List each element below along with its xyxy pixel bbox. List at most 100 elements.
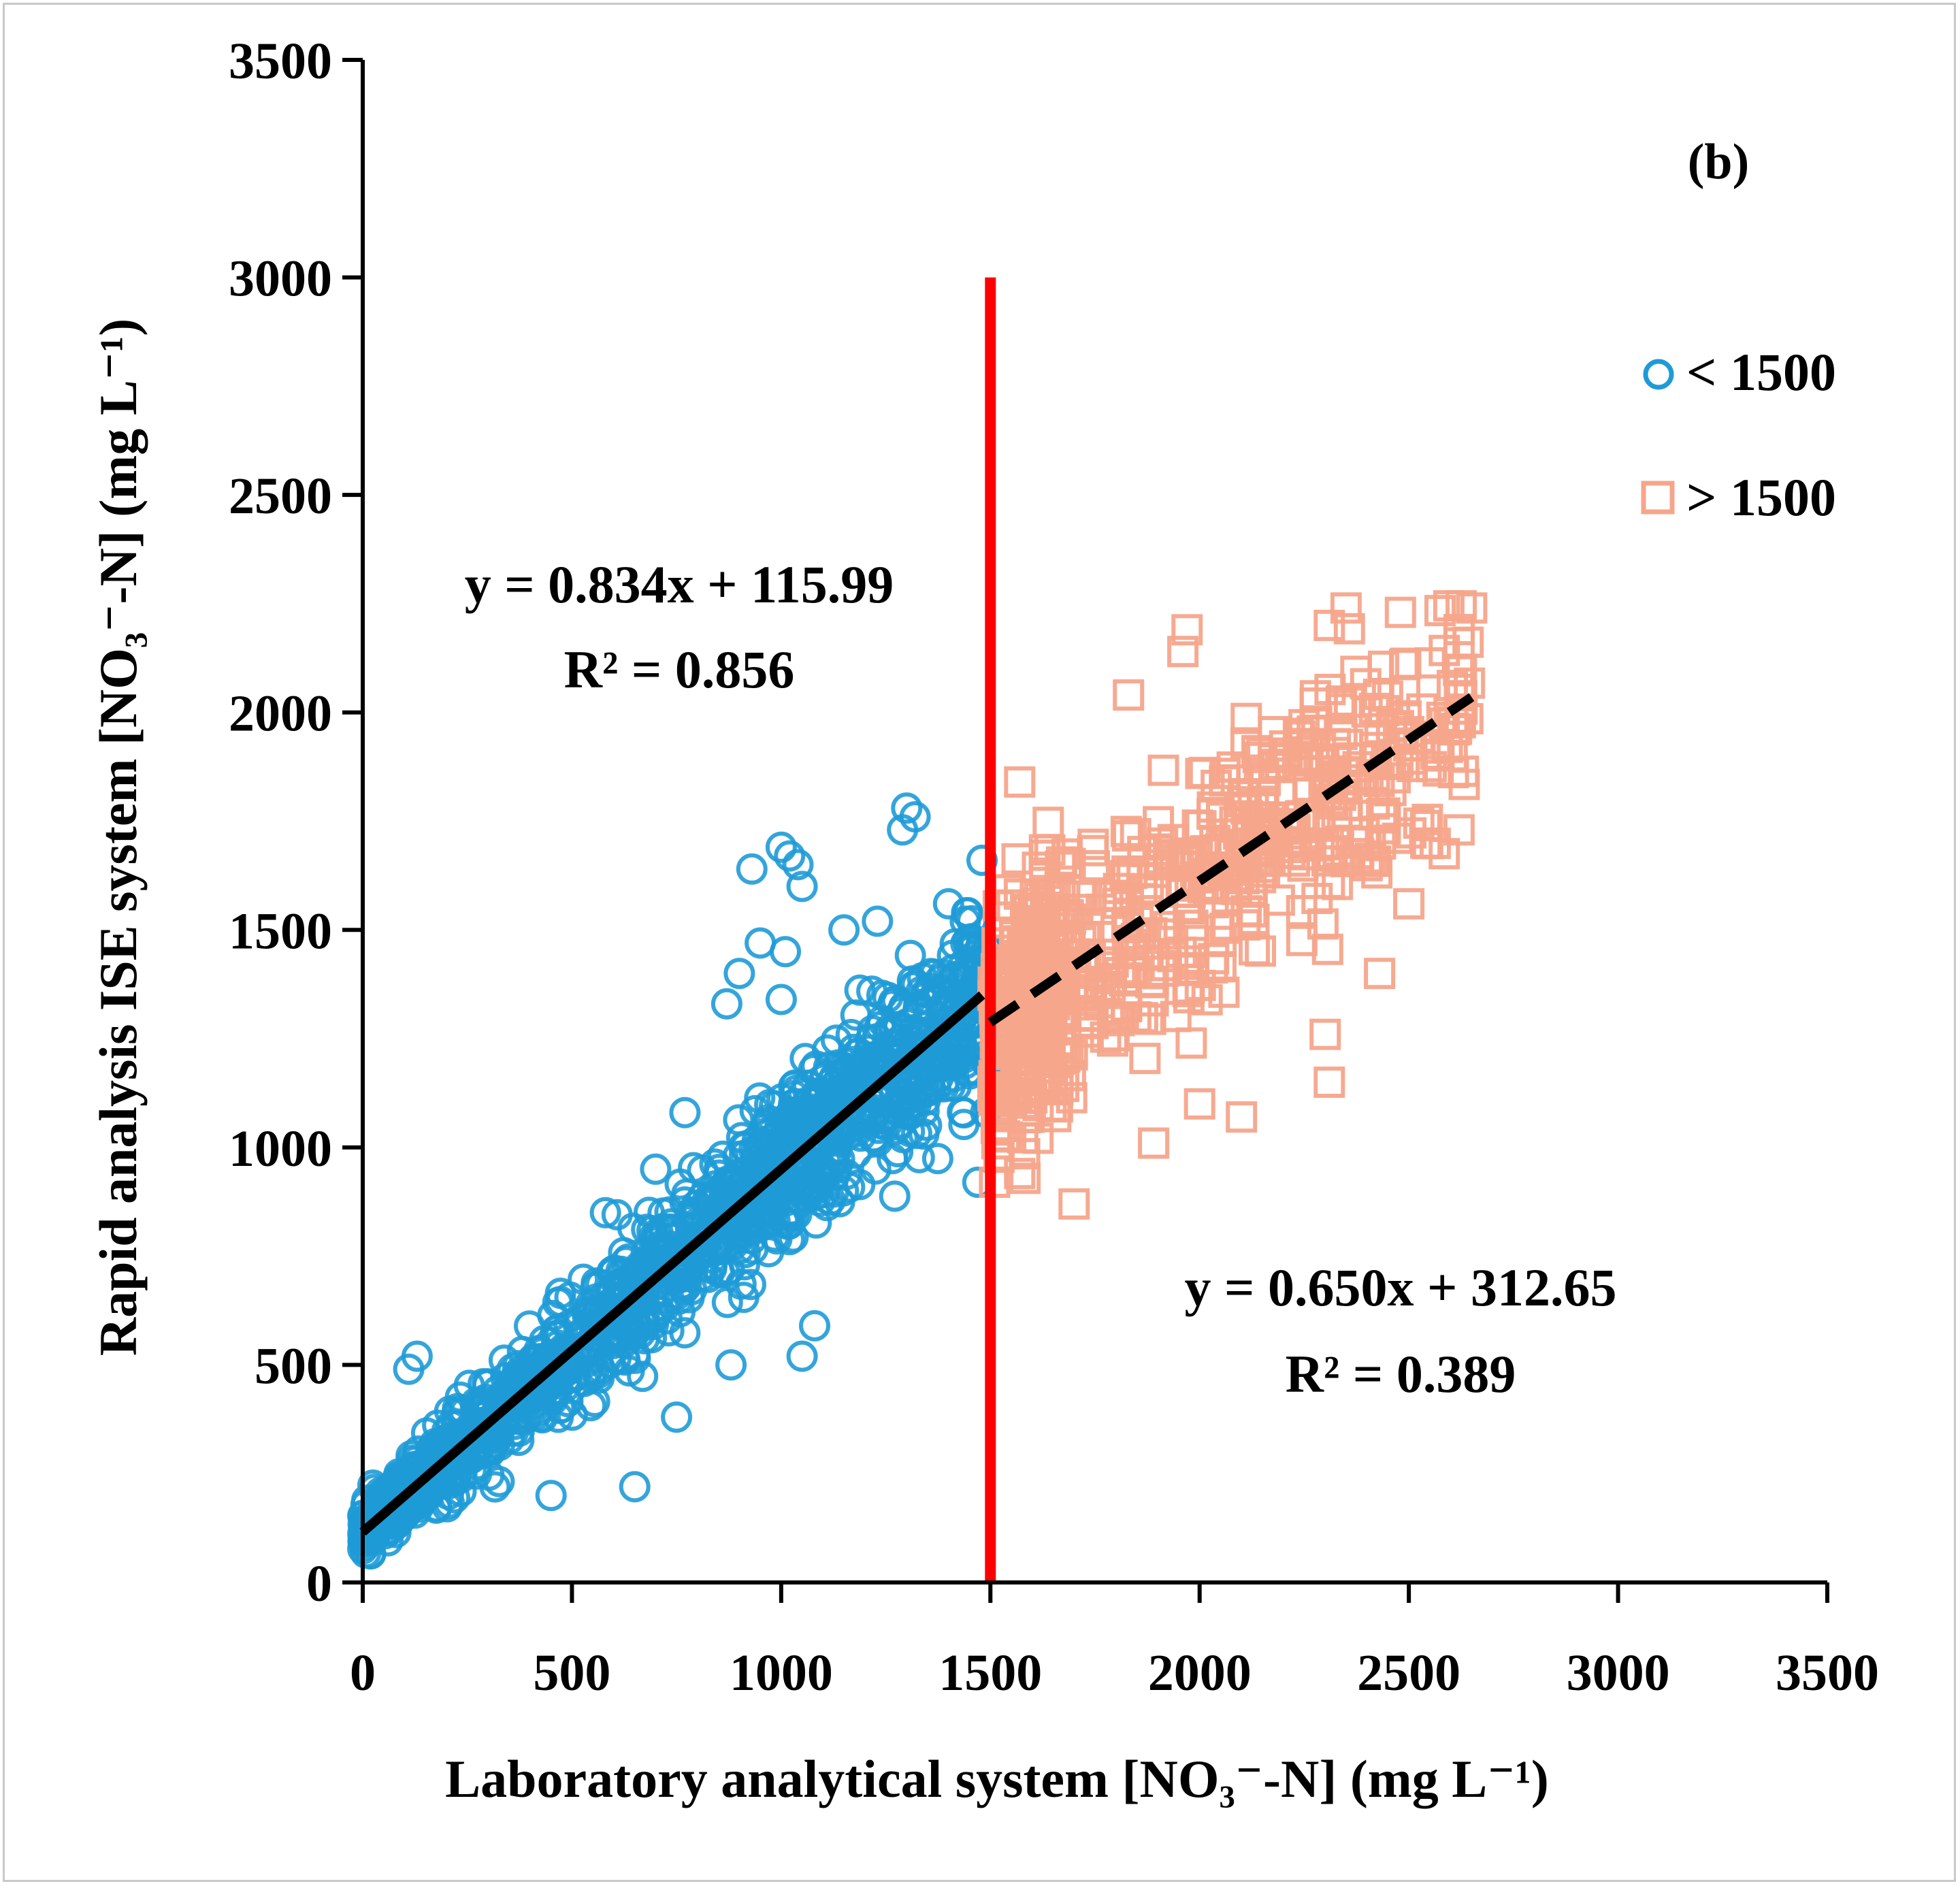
data-point-low [725,1268,757,1300]
data-point-high [1223,860,1255,892]
data-point-low [653,1282,685,1314]
data-point-high [1102,888,1134,920]
data-point-high [1083,987,1115,1019]
tick-labels: 0 500 1000 1500 2000 2500 3000 3500 0 500 1000 1500… [229,33,1879,1702]
data-point-low [441,1410,472,1442]
data-point-high [1022,906,1054,937]
data-point-high [1004,766,1036,798]
data-point-high [1183,1088,1215,1120]
x-tick-label: 2000 [1148,1644,1252,1702]
data-point-high [1036,1062,1068,1093]
data-point-high [1132,938,1164,970]
data-point-low [619,1342,651,1374]
data-point-high [1311,933,1343,965]
data-point-low [364,1506,396,1538]
data-point-high [1206,801,1237,833]
data-point-high [1456,592,1488,624]
data-point-low [723,1233,755,1265]
data-point-low [862,1041,894,1073]
data-point-high [1322,868,1354,900]
data-point-low [817,1145,849,1177]
data-point-high [1389,649,1420,681]
data-point-low [894,939,926,971]
data-point-high [1311,845,1343,877]
data-point-high [1437,757,1469,789]
x-tick-label: 3500 [1776,1644,1879,1702]
data-point-high [1358,788,1390,820]
x-tick-label: 1500 [938,1644,1042,1702]
data-point-low [710,988,742,1020]
data-point-high [1223,818,1254,850]
data-point-low [860,1153,892,1185]
data-point-high [1330,592,1362,624]
data-point-high [1416,751,1447,783]
data-point-high [1116,858,1148,890]
x-tick-label: 1000 [730,1644,833,1702]
data-point-high [1113,679,1145,711]
data-point-high [1443,627,1475,659]
legend-marker-circle [1643,359,1674,390]
y-tick-label: 2000 [229,685,332,743]
y-tick-label: 3500 [229,33,332,90]
data-point-high [1299,807,1331,839]
fit-equation-high: y = 0.650x + 312.65 [1185,1258,1617,1317]
data-point-low [924,1013,956,1045]
data-point-low [921,1143,953,1175]
data-point-high [1292,770,1324,802]
data-point-low [669,1096,701,1128]
x-tick-label: 3000 [1567,1644,1670,1702]
data-point-high [1070,922,1101,954]
data-point-low [699,1148,731,1180]
data-point-low [640,1153,672,1185]
data-point-high [1205,926,1237,958]
data-point-low [858,1121,889,1153]
data-point-low [774,1194,806,1226]
data-point-high [1313,609,1345,641]
data-point-low [786,1340,818,1372]
data-point-high [1066,947,1098,978]
fit-r2-low: R² = 0.856 [564,640,795,699]
data-point-low [723,958,755,990]
data-point-high [1313,1067,1345,1098]
data-point-low [948,1109,980,1141]
data-point-high [1299,680,1331,712]
data-point-high [1129,1043,1161,1075]
data-point-low [568,1263,600,1295]
data-point-low [774,840,806,872]
y-axis-title: Rapid analysis ISE system [NO₃⁻-N] (mg L… [88,319,148,1356]
fit-equation-low: y = 0.834x + 115.99 [465,555,894,614]
data-point-high [1120,817,1152,849]
data-point-high [1263,884,1295,916]
data-point-high [1171,614,1203,646]
data-point-high [981,1128,1013,1160]
data-point-low [503,1425,535,1457]
data-point-low [401,1340,433,1372]
data-point-high [1173,893,1205,925]
data-point-low [728,1282,760,1314]
data-point-low [544,1278,576,1310]
data-point-low [651,1303,683,1335]
data-point-high [1138,1127,1170,1159]
y-tick-label: 1500 [229,903,332,960]
data-point-low [786,871,818,903]
data-point-high [1010,1102,1042,1134]
data-point-low [756,1136,788,1168]
data-point-low [616,1261,648,1292]
data-point-high [1147,754,1179,786]
data-point-low [949,905,981,937]
data-point-low [734,1214,766,1246]
data-point-high [1384,596,1416,628]
legend: < 1500 > 1500 [1641,342,1836,527]
data-point-high [1342,844,1374,876]
data-point-high [1393,888,1425,920]
data-point-low [744,1082,776,1114]
data-point-high [1439,714,1471,746]
data-point-low [914,1066,946,1098]
data-point-low [661,1401,693,1433]
fit-lines [359,277,1475,1582]
fit-line-high [987,693,1475,1026]
legend-label-low: < 1500 [1686,342,1836,402]
data-point-low [844,974,876,1006]
data-point-low [903,1141,935,1173]
data-point-low [887,814,919,846]
